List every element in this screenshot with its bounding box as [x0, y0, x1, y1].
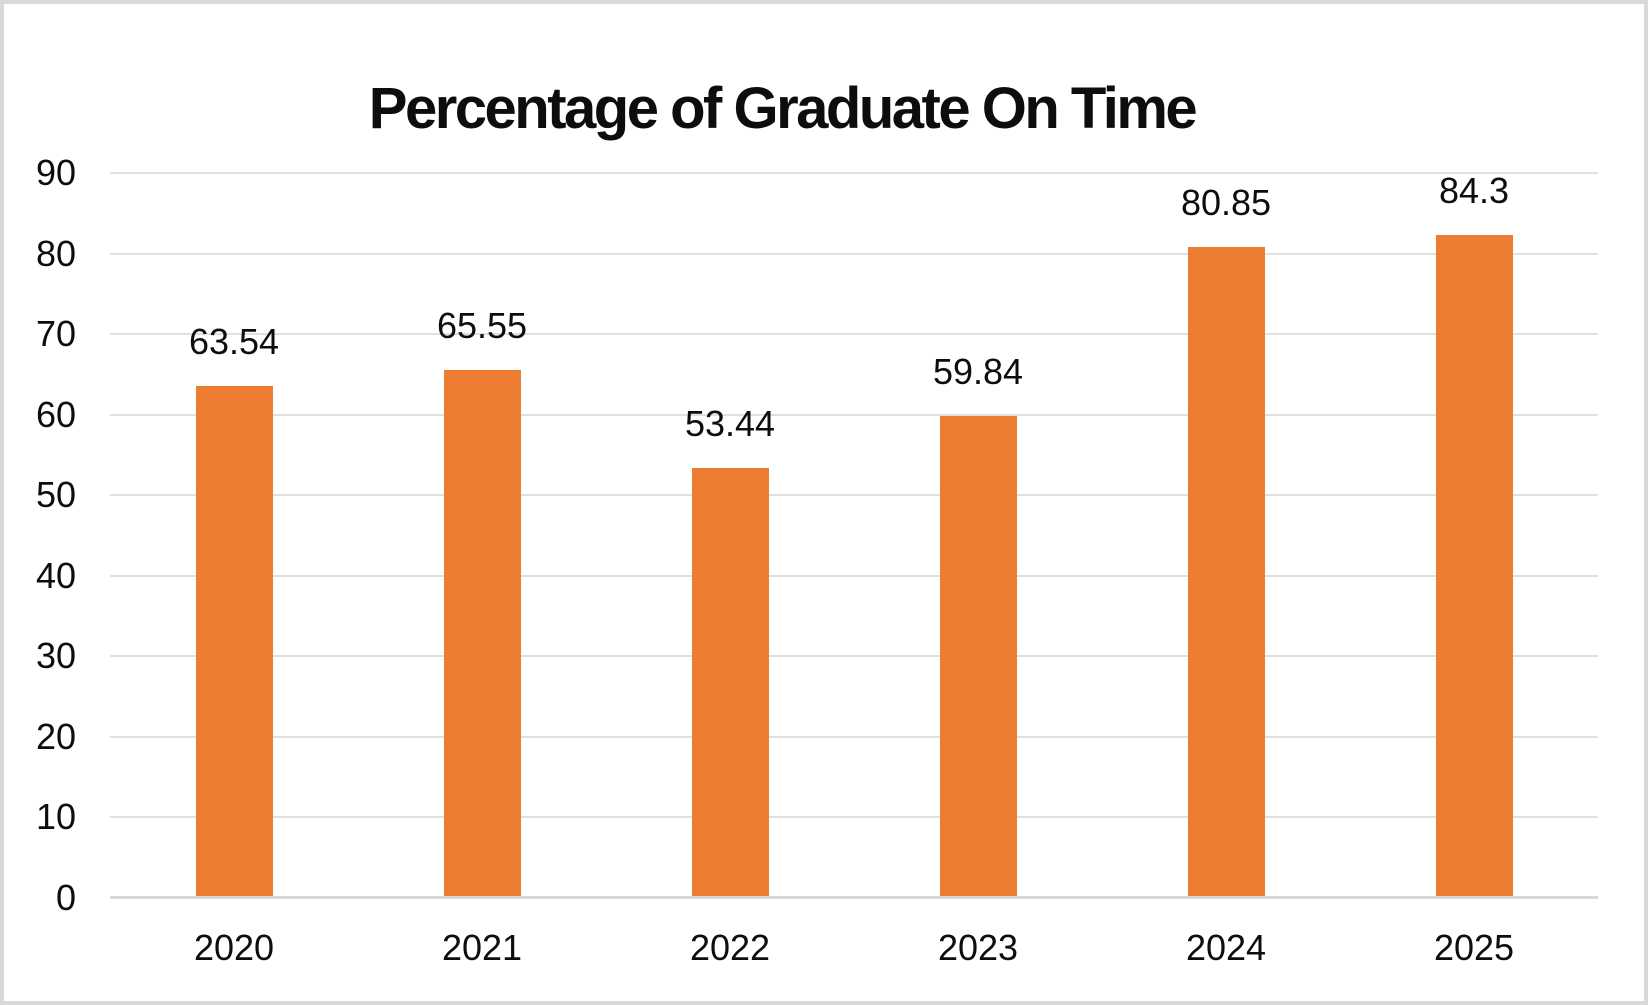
x-axis-tick-label: 2020: [193, 927, 275, 968]
gridline: [110, 655, 1598, 658]
y-axis-tick-label: 40: [35, 554, 76, 596]
bar: [443, 369, 521, 898]
bar: [691, 467, 769, 898]
x-axis-tick-label: 2023: [937, 927, 1019, 968]
gridline: [110, 333, 1598, 336]
bar-value-label: 59.84: [932, 350, 1024, 392]
bars-container: 63.54 65.55 53.44 59.84 80.85 84.3: [110, 173, 1598, 898]
plot-area: 63.54 65.55 53.44 59.84 80.85 84.3: [110, 172, 1598, 899]
gridline: [110, 172, 1598, 174]
y-axis-tick-label: 90: [35, 152, 76, 193]
gridline: [110, 735, 1598, 738]
y-axis-tick-label: 10: [35, 796, 76, 838]
x-axis-tick-label: 2021: [441, 927, 523, 968]
bar: [1187, 246, 1265, 898]
x-axis-tick-label: 2022: [689, 927, 771, 968]
bar-column: 59.84: [854, 173, 1102, 898]
bar-column: 84.3: [1350, 173, 1598, 898]
bar-column: 80.85: [1102, 173, 1350, 898]
bar-value-label: 65.55: [436, 304, 528, 346]
chart-title: Percentage of Graduate On Time: [368, 75, 1198, 141]
bar-value-label: 63.54: [188, 321, 280, 363]
x-axis-tick-label: 2024: [1185, 927, 1267, 968]
gridline: [110, 494, 1598, 497]
y-axis-tick-label: 30: [35, 635, 76, 677]
bar-column: 53.44: [606, 173, 854, 898]
y-axis-tick-label: 60: [35, 393, 76, 435]
bar: [195, 386, 273, 898]
y-axis-labels: 0 10 20 30 40 50 60 70 80 90: [0, 155, 76, 916]
bar-value-label: 84.3: [1438, 170, 1510, 211]
bar-value-label: 80.85: [1180, 181, 1272, 223]
bar-value-label: 53.44: [684, 402, 776, 444]
y-axis-tick-label: 20: [35, 715, 76, 757]
y-axis-tick-label: 50: [35, 474, 76, 516]
bar: [939, 415, 1017, 898]
bar-column: 65.55: [358, 173, 606, 898]
gridline: [110, 252, 1598, 255]
gridline: [110, 574, 1598, 577]
y-axis-tick-label: 70: [35, 313, 76, 355]
x-axis-labels: 2020 2021 2022 2023 2024 2025: [110, 930, 1598, 966]
gridline: [110, 413, 1598, 416]
x-axis-tick-label: 2025: [1433, 927, 1515, 968]
bar: [1435, 235, 1513, 898]
y-axis-tick-label: 80: [35, 232, 76, 274]
x-axis-line: [110, 896, 1598, 899]
bar-column: 63.54: [110, 173, 358, 898]
y-axis-tick-label: 0: [55, 877, 76, 918]
gridline: [110, 816, 1598, 819]
